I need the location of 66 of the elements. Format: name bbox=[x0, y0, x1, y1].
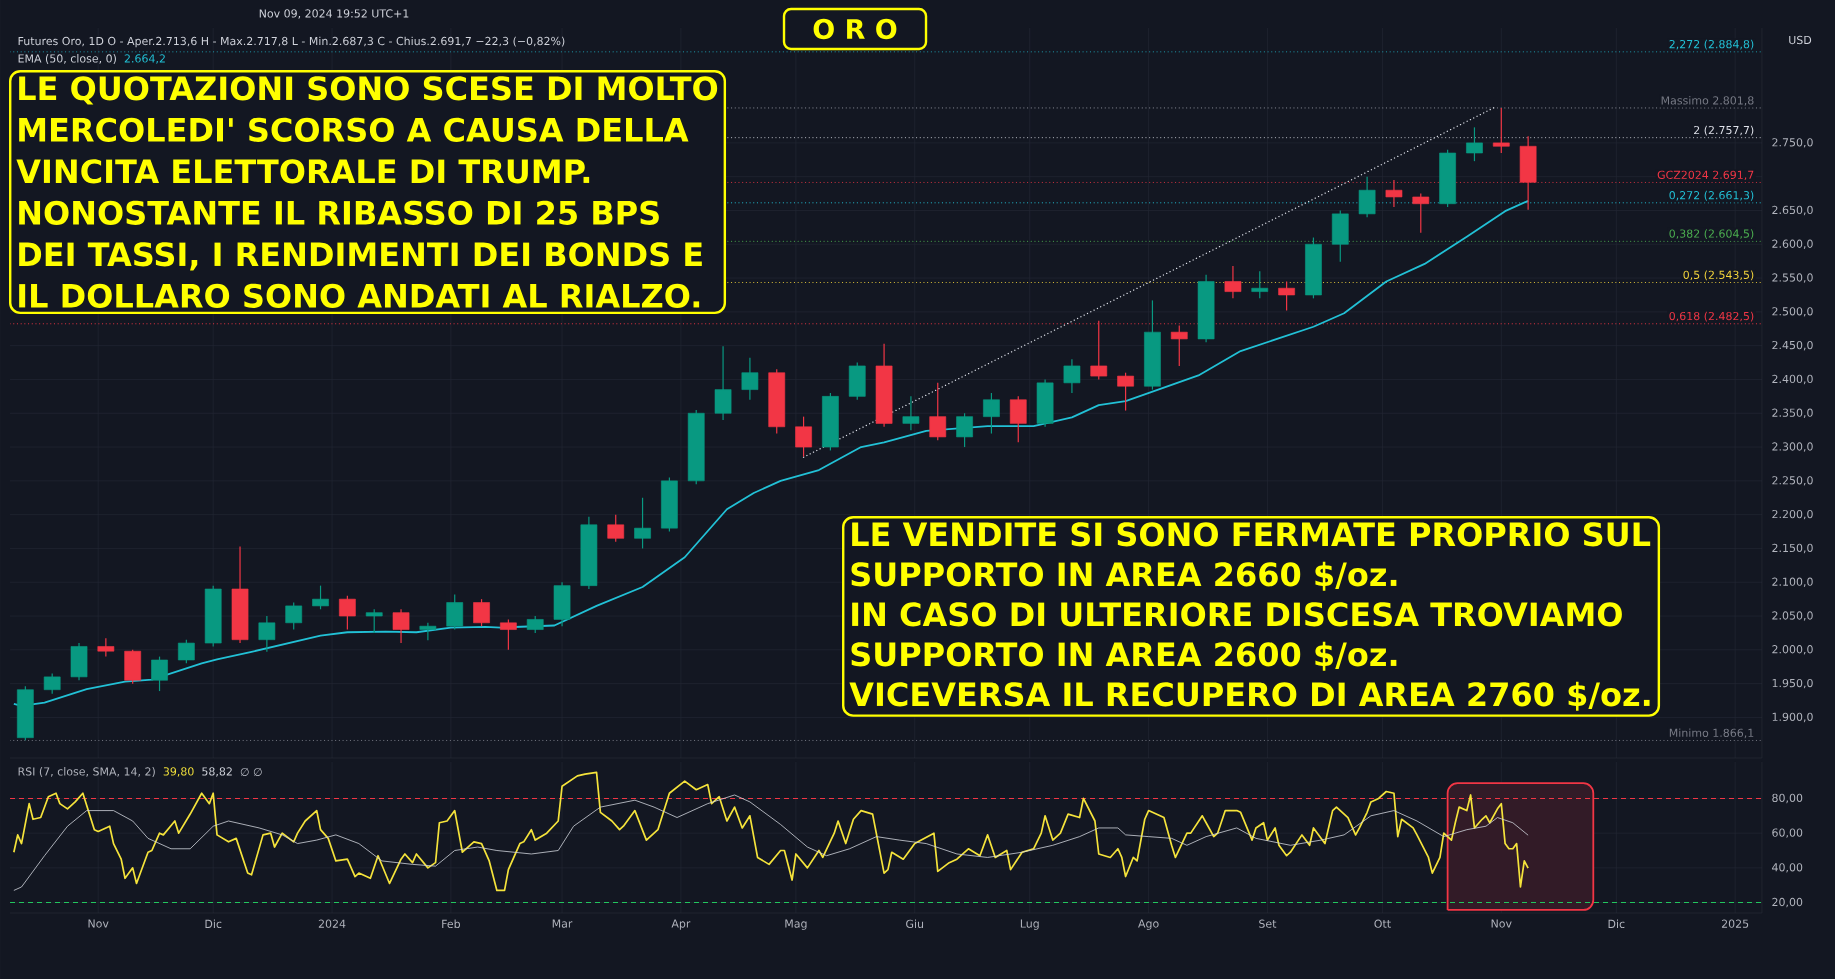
y-tick-label: 2.500,0 bbox=[1772, 307, 1813, 317]
chart-title: O R O bbox=[813, 18, 897, 40]
ref-line-label: 2 (2.757,7) bbox=[1694, 125, 1754, 136]
annotation: ∅ ∅ bbox=[240, 768, 262, 776]
ref-line-label: 2,272 (2.884,8) bbox=[1669, 39, 1754, 50]
annotation: LE VENDITE SI SONO FERMATE PROPRIO SUL bbox=[852, 522, 1651, 547]
annotation: Futures Oro, 1D O - Aper.2.713,6 H - Max.2.717,8 L - Min.2.687,3 C - Chius.2.691,7 −22,3 (−0,82%) bbox=[18, 36, 565, 48]
annotation: 39,80 bbox=[163, 767, 194, 777]
x-tick-label: Nov bbox=[88, 919, 109, 928]
x-tick-label: 2024 bbox=[318, 919, 346, 928]
y-tick-label: 2.650,0 bbox=[1772, 205, 1813, 216]
x-tick-label: 2025 bbox=[1721, 919, 1749, 928]
ref-line-label: Minimo 1.866,1 bbox=[1669, 728, 1754, 739]
y-tick-label: 40,00 bbox=[1772, 863, 1803, 873]
x-tick-label: Mar bbox=[552, 919, 573, 928]
annotation: IN CASO DI ULTERIORE DISCESA TROVIAMO bbox=[852, 602, 1622, 627]
x-tick-label: Ago bbox=[1138, 919, 1159, 930]
ref-line-label: GCZ2024 2.691,7 bbox=[1657, 170, 1754, 181]
y-tick-label: 60,00 bbox=[1772, 828, 1803, 838]
x-tick-label: Dic bbox=[205, 919, 222, 929]
y-tick-label: 2.450,0 bbox=[1772, 340, 1813, 351]
y-tick-label: 2.300,0 bbox=[1772, 442, 1813, 452]
annotation: MERCOLEDI' SCORSO A CAUSA DELLA bbox=[19, 117, 689, 142]
annotation: VINCITA ELETTORALE DI TRUMP. bbox=[16, 159, 590, 184]
annotation: SUPPORTO IN AREA 2600 $/oz. bbox=[851, 641, 1397, 671]
ref-line-label: 0,382 (2.604,5) bbox=[1669, 229, 1754, 240]
y-tick-label: 1.950,0 bbox=[1772, 678, 1813, 689]
x-tick-label: Dic bbox=[1608, 919, 1625, 929]
y-tick-label: 2.150,0 bbox=[1772, 543, 1813, 554]
x-tick-label: Lug bbox=[1020, 919, 1039, 930]
y-tick-label: 2.400,0 bbox=[1772, 374, 1813, 385]
ref-line-label: 0,618 (2.482,5) bbox=[1669, 311, 1754, 322]
x-tick-label: Apr bbox=[671, 919, 691, 930]
text: Nov 09, 2024 19:52 UTC+1 bbox=[259, 9, 409, 19]
y-tick-label: 2.350,0 bbox=[1772, 408, 1813, 418]
annotation: EMA (50, close, 0) bbox=[18, 54, 116, 64]
y-tick-label: 1.900,0 bbox=[1772, 712, 1813, 723]
y-tick-label: 80,00 bbox=[1772, 793, 1803, 804]
y-tick-label: 2.100,0 bbox=[1772, 577, 1813, 587]
annotation: IL DOLLARO SONO ANDATI AL RIALZO. bbox=[19, 283, 700, 308]
y-tick-label: 2.750,0 bbox=[1772, 138, 1813, 148]
x-tick-label: Feb bbox=[442, 919, 461, 929]
x-tick-label: Giu bbox=[906, 919, 924, 929]
ref-line-label: 0,272 (2.661,3) bbox=[1669, 190, 1754, 201]
x-tick-label: Set bbox=[1259, 919, 1277, 928]
y-tick-label: 2.000,0 bbox=[1772, 645, 1813, 655]
y-axis-title: USD bbox=[1789, 35, 1812, 45]
ref-line-label: 0,5 (2.543,5) bbox=[1683, 270, 1754, 281]
annotation: LE QUOTAZIONI SONO SCESE DI MOLTO bbox=[19, 76, 718, 105]
y-tick-label: 2.550,0 bbox=[1772, 273, 1813, 283]
ref-line-label: Massimo 2.801,8 bbox=[1661, 96, 1754, 106]
annotation: 2.664,2 bbox=[124, 54, 165, 64]
y-tick-label: 2.050,0 bbox=[1772, 611, 1813, 621]
annotation: SUPPORTO IN AREA 2660 $/oz. bbox=[851, 561, 1397, 591]
annotation: RSI (7, close, SMA, 14, 2) bbox=[18, 767, 155, 777]
x-tick-label: Mag bbox=[785, 919, 807, 930]
x-tick-label: Ott bbox=[1374, 919, 1391, 928]
x-tick-label: Nov bbox=[1491, 919, 1512, 928]
y-tick-label: 2.250,0 bbox=[1772, 476, 1813, 486]
annotation: VICEVERSA IL RECUPERO DI AREA 2760 $/oz. bbox=[849, 681, 1650, 711]
y-tick-label: 2.600,0 bbox=[1772, 239, 1813, 249]
annotation: 58,82 bbox=[202, 767, 232, 777]
annotation: NONOSTANTE IL RIBASSO DI 25 BPS bbox=[19, 200, 659, 225]
y-tick-label: 2.200,0 bbox=[1772, 509, 1813, 520]
y-tick-label: 20,00 bbox=[1772, 897, 1803, 908]
annotation: DEI TASSI, I RENDIMENTI DEI BONDS E bbox=[19, 242, 702, 271]
